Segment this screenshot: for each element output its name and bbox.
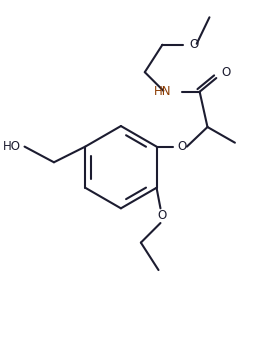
Text: HO: HO bbox=[3, 140, 21, 153]
Text: O: O bbox=[177, 140, 187, 153]
Text: O: O bbox=[189, 38, 198, 51]
Text: HN: HN bbox=[154, 85, 171, 98]
Text: O: O bbox=[222, 66, 231, 78]
Text: O: O bbox=[158, 209, 167, 222]
